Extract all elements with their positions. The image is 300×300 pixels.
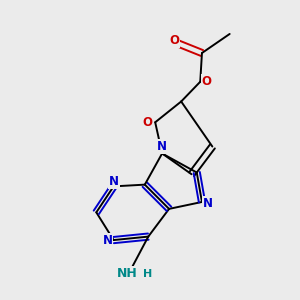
Text: N: N [109, 175, 118, 188]
Text: O: O [202, 75, 212, 88]
Text: N: N [203, 197, 213, 210]
Text: N: N [157, 140, 167, 153]
Text: N: N [102, 234, 112, 247]
Text: H: H [142, 269, 152, 279]
Text: O: O [169, 34, 179, 47]
Text: NH: NH [117, 267, 138, 280]
Text: O: O [142, 116, 153, 129]
